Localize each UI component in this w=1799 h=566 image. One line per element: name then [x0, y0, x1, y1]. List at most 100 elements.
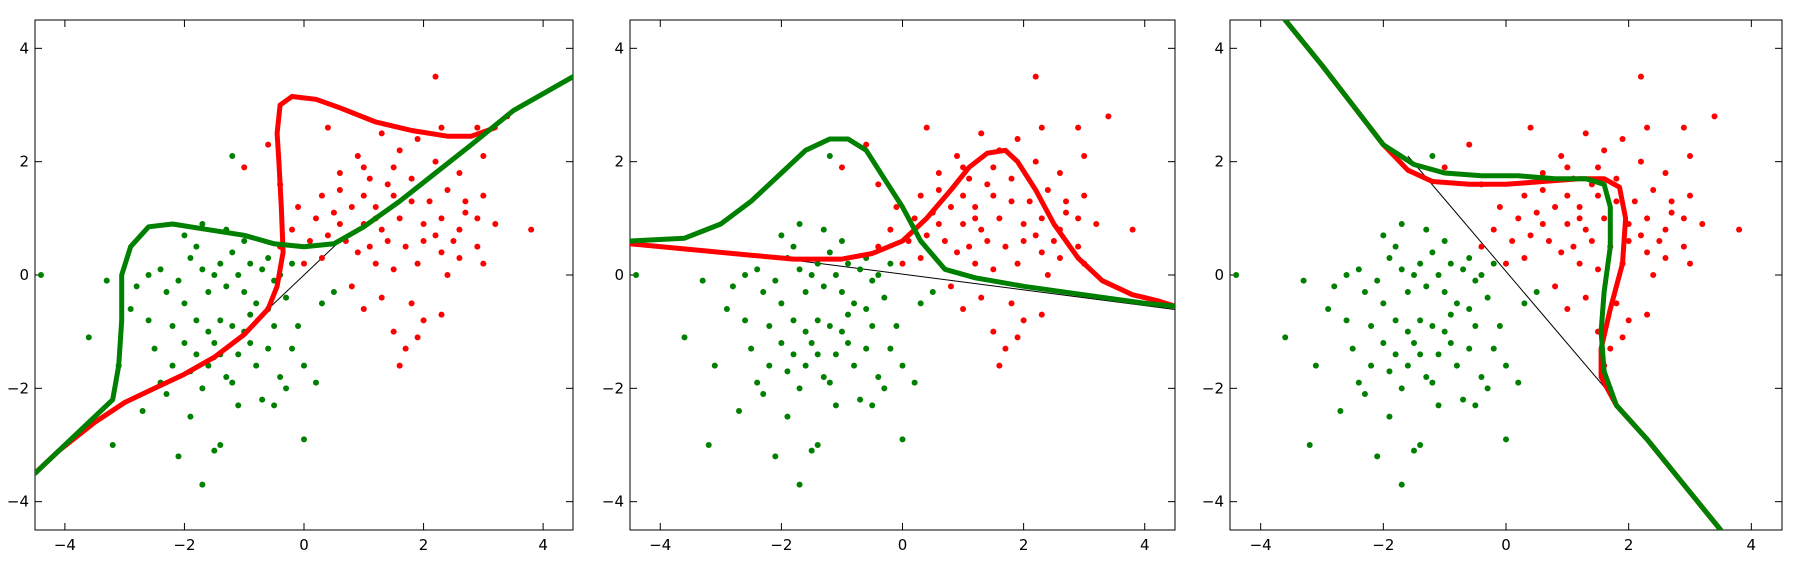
scatter-point-green	[1411, 272, 1417, 278]
scatter-point-red	[462, 198, 469, 205]
scatter-point-green	[193, 243, 200, 250]
y-tick-label: 0	[1214, 266, 1224, 284]
scatter-point-green	[1404, 362, 1411, 369]
scatter-point-green	[1374, 277, 1381, 284]
y-tick-label: 0	[614, 266, 624, 284]
scatter-point-red	[1588, 238, 1595, 244]
scatter-point-red	[1576, 215, 1583, 222]
scatter-point-red	[1662, 170, 1669, 176]
scatter-point-red	[1478, 243, 1485, 250]
scatter-point-green	[845, 311, 851, 318]
scatter-point-green	[1343, 317, 1350, 324]
scatter-point-red	[1496, 204, 1503, 210]
x-tick-label: 4	[538, 536, 548, 554]
scatter-point-red	[1607, 345, 1614, 352]
scatter-point-red	[1539, 187, 1546, 193]
scatter-point-green	[175, 277, 182, 284]
scatter-point-green	[301, 436, 307, 443]
scatter-point-green	[820, 374, 827, 380]
scatter-point-green	[754, 379, 761, 386]
scatter-point-green	[736, 408, 742, 414]
scatter-point-red	[1650, 187, 1657, 193]
scatter-point-red	[1595, 266, 1601, 273]
scatter-point-green	[754, 266, 761, 273]
scatter-point-red	[935, 187, 942, 193]
plot-area	[630, 73, 1175, 488]
scatter-point-green	[802, 328, 809, 335]
scatter-point-green	[1355, 379, 1362, 386]
y-tick-label: 2	[614, 153, 624, 171]
scatter-point-red	[378, 226, 385, 233]
scatter-point-red	[1613, 175, 1620, 182]
scatter-point-red	[1625, 317, 1632, 324]
scatter-point-red	[1637, 158, 1644, 165]
scatter-point-green	[1490, 260, 1497, 267]
scatter-point-green	[826, 323, 833, 329]
scatter-point-green	[875, 272, 882, 278]
scatter-point-red	[1044, 272, 1051, 278]
scatter-point-green	[1453, 362, 1460, 369]
x-tick-label: 4	[1747, 536, 1757, 554]
scatter-point-green	[851, 300, 858, 307]
scatter-point-red	[301, 260, 307, 267]
scatter-point-red	[1466, 141, 1473, 148]
scatter-point-green	[1503, 436, 1509, 443]
scatter-point-green	[832, 402, 839, 409]
scatter-point-red	[1020, 317, 1027, 324]
scatter-point-red	[408, 198, 415, 205]
scatter-point-red	[420, 317, 427, 324]
scatter-point-green	[869, 277, 876, 284]
scatter-point-green	[875, 374, 882, 380]
scatter-point-red	[972, 204, 979, 210]
y-tick-label: 4	[1214, 39, 1224, 57]
scatter-point-green	[157, 266, 164, 273]
scatter-point-red	[372, 260, 379, 267]
y-tick-label: −2	[7, 379, 29, 397]
scatter-point-green	[899, 362, 906, 369]
scatter-point-green	[1392, 317, 1399, 324]
scatter-point-green	[796, 385, 803, 392]
scatter-point-red	[1582, 130, 1589, 137]
scatter-point-red	[1002, 345, 1009, 352]
x-tick-label: −4	[1250, 536, 1272, 554]
scatter-point-red	[1595, 164, 1601, 171]
scatter-point-red	[396, 147, 403, 154]
scatter-point-red	[1570, 243, 1577, 250]
scatter-point-green	[699, 277, 706, 284]
scatter-point-green	[778, 300, 785, 307]
scatter-point-red	[1637, 232, 1644, 239]
scatter-point-green	[1472, 402, 1479, 409]
scatter-point-green	[760, 391, 767, 397]
scatter-point-red	[360, 306, 367, 312]
scatter-point-green	[1349, 345, 1356, 352]
scatter-point-green	[808, 447, 815, 454]
direction-line	[1407, 155, 1611, 395]
scatter-point-red	[1129, 226, 1136, 233]
scatter-point-red	[1521, 255, 1528, 261]
scatter-point-green	[826, 153, 833, 159]
scatter-point-red	[1539, 170, 1546, 176]
scatter-point-red	[1093, 221, 1100, 227]
scatter-point-green	[229, 249, 236, 256]
scatter-point-green	[259, 266, 266, 273]
scatter-point-red	[960, 192, 967, 199]
scatter-point-green	[1300, 277, 1307, 284]
scatter-point-red	[941, 238, 948, 244]
scatter-point-green	[133, 283, 140, 290]
scatter-point-green	[1441, 289, 1448, 295]
scatter-point-red	[1008, 198, 1015, 205]
scatter-point-green	[235, 272, 242, 278]
scatter-point-green	[235, 351, 242, 358]
y-tick-label: −4	[7, 493, 29, 511]
scatter-point-red	[1075, 215, 1082, 222]
scatter-point-green	[772, 277, 779, 284]
scatter-point-red	[354, 249, 361, 256]
scatter-point-green	[863, 345, 870, 352]
scatter-point-red	[1002, 243, 1009, 250]
scatter-point-green	[633, 272, 640, 278]
scatter-point-red	[1687, 153, 1693, 159]
scatter-point-red	[1631, 198, 1638, 205]
y-tick-label: −2	[1202, 379, 1224, 397]
scatter-point-red	[935, 221, 942, 227]
scatter-point-red	[1521, 192, 1528, 199]
